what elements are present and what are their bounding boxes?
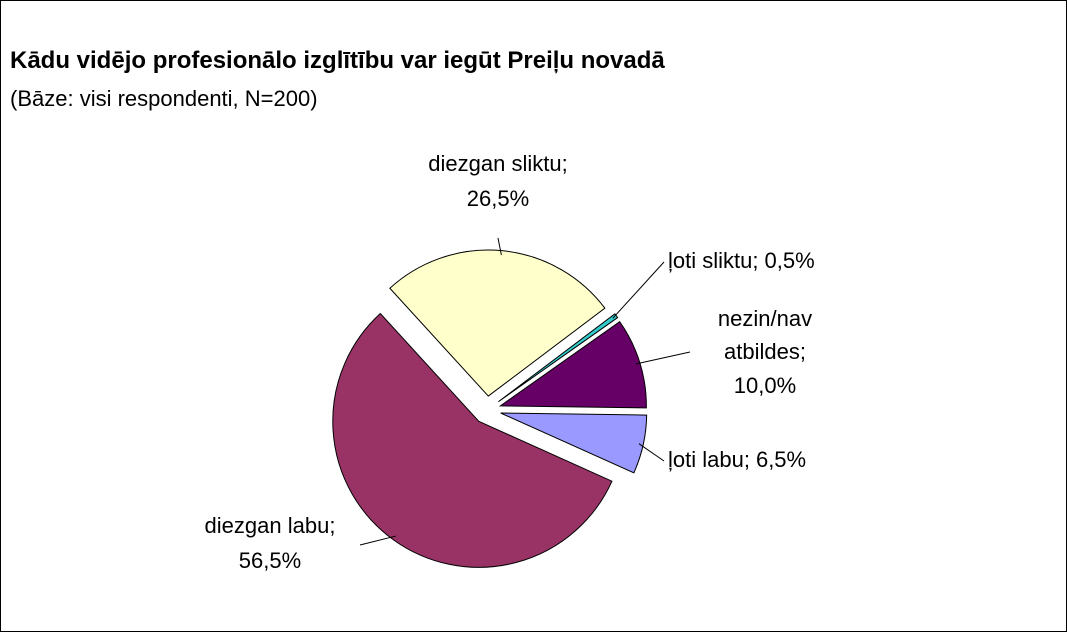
leader-line <box>359 535 396 546</box>
chart-subtitle: (Bāze: visi respondenti, N=200) <box>10 86 318 111</box>
pie-slice <box>332 312 613 568</box>
label-category: ļoti sliktu; <box>668 248 758 273</box>
label-value: 10,0% <box>734 373 796 398</box>
data-label: diezgan labu; 56,5% <box>205 513 336 573</box>
data-label: ļoti labu; 6,5% <box>668 447 806 472</box>
label-line: atbildes; <box>724 339 806 364</box>
pie-slice <box>498 313 619 403</box>
label-category: nezin/nav atbildes; <box>718 306 812 364</box>
pie-slice <box>389 249 606 397</box>
leader-line <box>497 237 502 256</box>
data-label: nezin/nav atbildes; 10,0% <box>718 306 812 398</box>
data-label: diezgan sliktu; 26,5% <box>428 151 567 211</box>
label-value: 0,5% <box>764 248 814 273</box>
leader-line <box>638 443 665 462</box>
data-label: ļoti sliktu; 0,5% <box>668 248 815 273</box>
chart-title: Kādu vidējo profesionālo izglītību var i… <box>10 47 665 74</box>
label-category: ļoti labu; <box>668 447 750 472</box>
leader-line <box>635 351 691 365</box>
label-value: 6,5% <box>756 447 806 472</box>
label-category: diezgan labu; <box>205 513 336 538</box>
leader-line <box>612 261 665 319</box>
label-category: diezgan sliktu; <box>428 151 567 176</box>
label-value: 56,5% <box>239 548 301 573</box>
label-value: 26,5% <box>467 186 529 211</box>
label-line: nezin/nav <box>718 306 812 331</box>
pie-slice <box>500 412 648 474</box>
